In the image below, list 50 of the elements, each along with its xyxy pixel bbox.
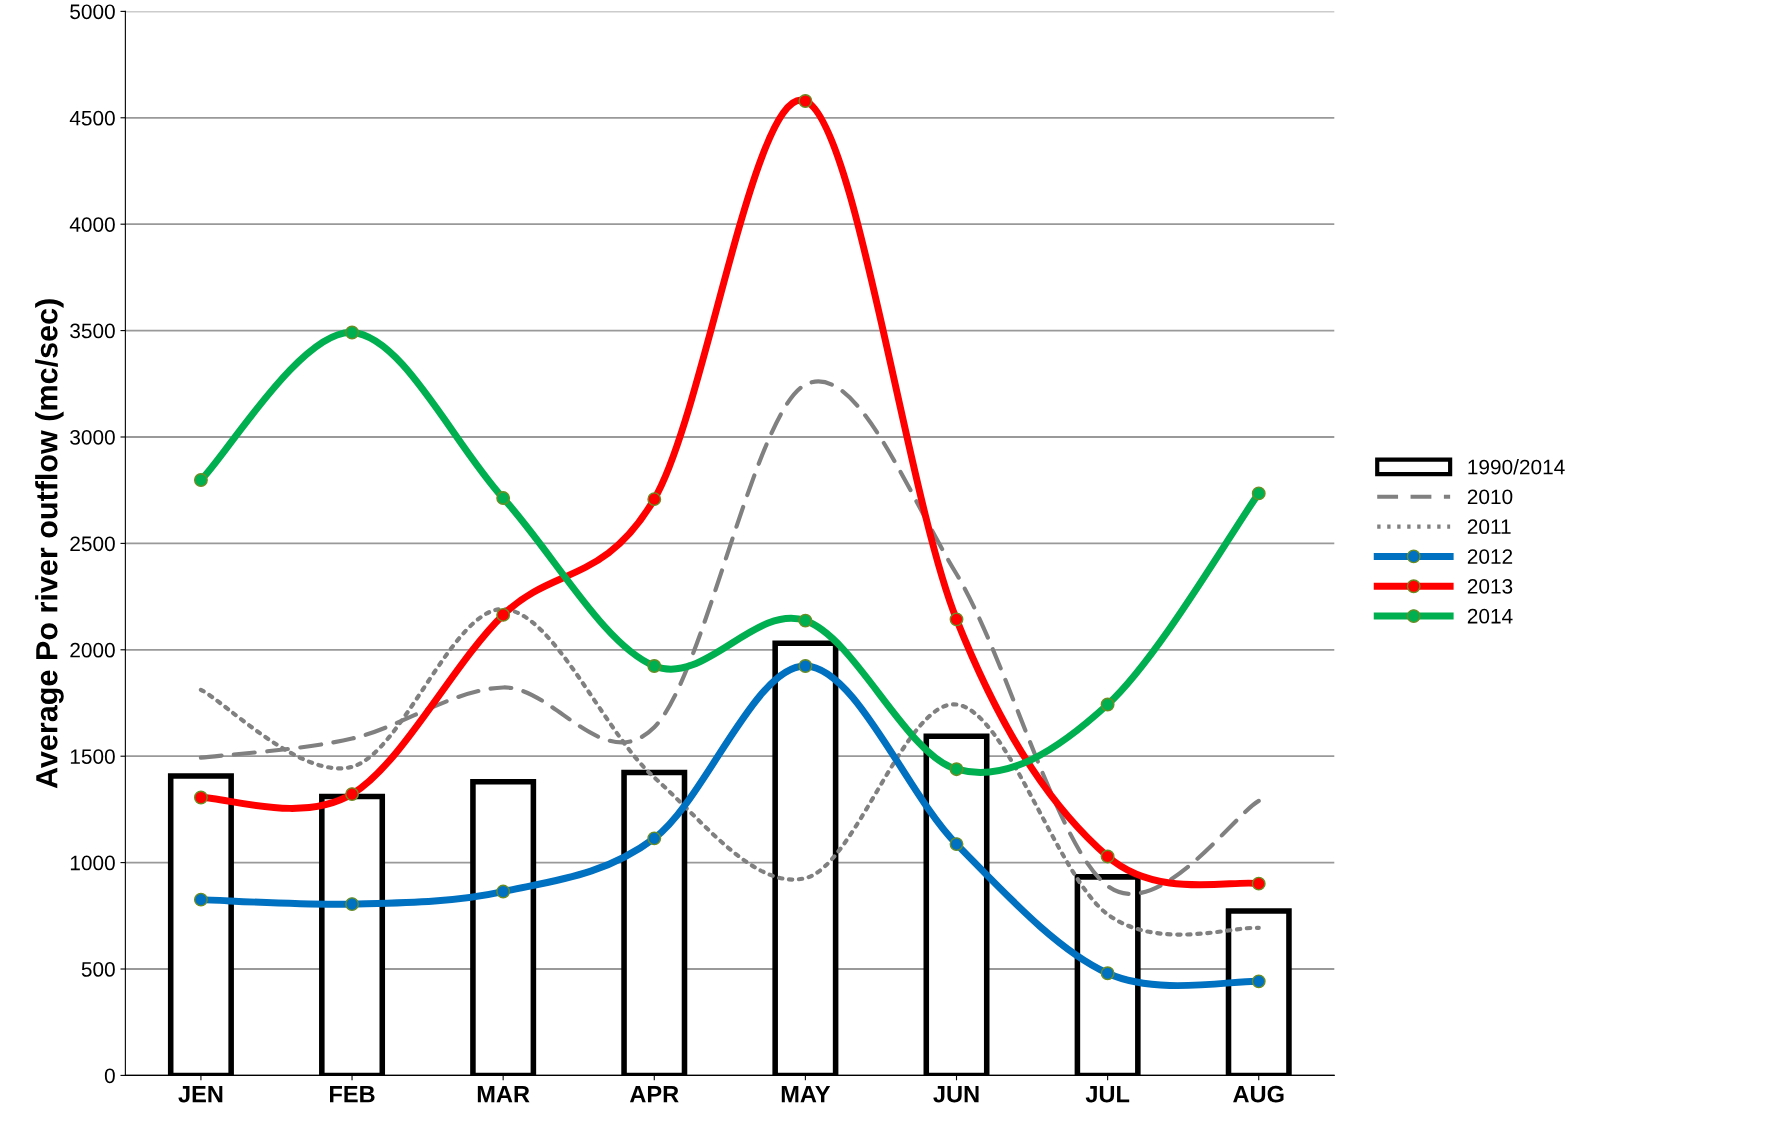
y-tick-label: 4000 [69,217,115,232]
y-tick-label: 1500 [70,749,115,764]
point [647,659,662,673]
legend-label: 1990/2014 [1468,459,1565,475]
legend-label: 2013 [1467,578,1513,594]
y-tick-label: 5000 [70,4,115,20]
x-tick-label: APR [629,1086,679,1103]
point [193,790,208,805]
point [798,659,813,673]
point [1100,966,1115,981]
point [345,325,359,340]
point [496,491,511,506]
legend-label: 2014 [1467,608,1513,624]
x-tick-label: FEB [330,1086,375,1103]
y-tick-label: 3500 [70,323,115,339]
point [1251,876,1266,891]
point [949,837,964,852]
point [193,473,208,487]
point [496,884,511,899]
y-tick-label: 2000 [70,642,115,658]
y-tick-label: 1000 [70,855,115,871]
point [345,787,359,802]
point [496,607,511,622]
point [798,613,813,628]
y-tick-label: 500 [81,962,115,977]
y-tick-label: 2500 [70,536,115,552]
x-tick-label: AUG [1233,1085,1284,1103]
point [647,831,662,846]
y-tick-label: 3000 [70,429,115,445]
point [345,897,359,912]
point [647,492,662,507]
legend-label: 2012 [1467,549,1513,564]
y-tick-label: 4500 [69,110,115,126]
point [949,762,964,777]
point [193,892,208,907]
point [949,612,964,627]
x-tick-label: JUN [933,1086,979,1103]
point [1251,486,1266,501]
x-tick-label: JUL [1085,1086,1130,1103]
point [1100,849,1115,864]
y-axis-title: Average Po river outflow (mc/sec) [35,299,64,789]
x-tick-label: MAY [781,1086,831,1103]
x-tick-label: MAR [477,1086,530,1103]
x-tick-label: JEN [178,1086,223,1103]
y-tick-label: 0 [104,1068,115,1084]
point [798,94,813,108]
legend-label: 2010 [1467,489,1513,505]
point [1100,697,1115,712]
legend-label: 2011 [1467,519,1511,535]
point [1251,974,1266,989]
